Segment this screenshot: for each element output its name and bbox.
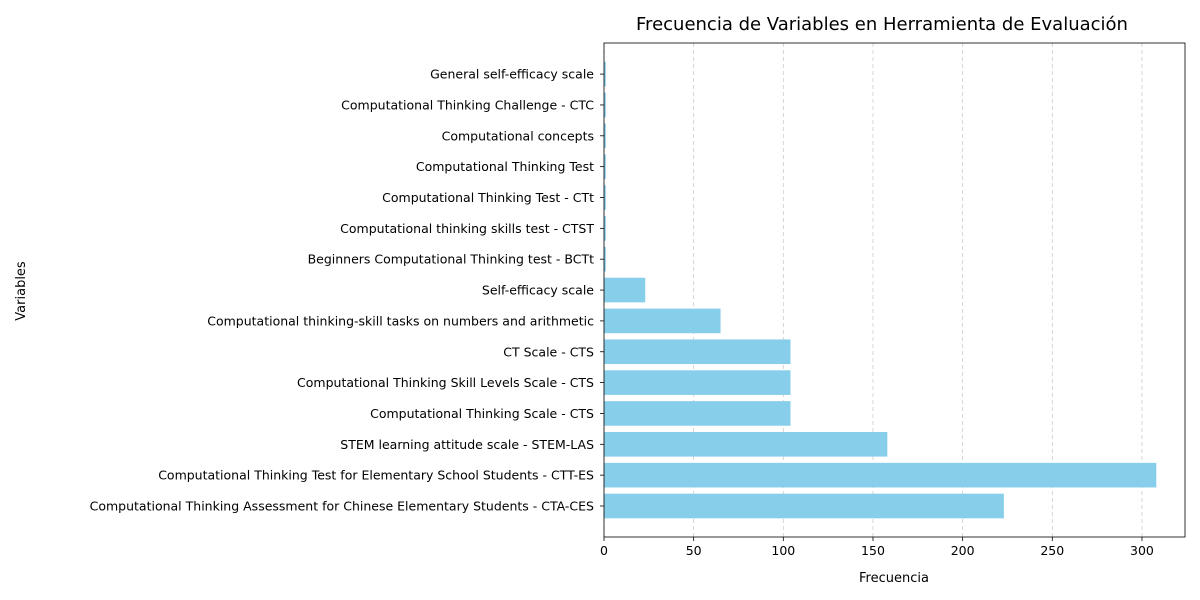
y-tick-label-1: Computational Thinking Test for Elementa… <box>158 468 594 483</box>
y-tick-label-9: Computational thinking skills test - CTS… <box>340 221 594 236</box>
bar-0 <box>604 493 1004 519</box>
x-axis-title: Frecuencia <box>859 571 929 586</box>
bar-1 <box>604 462 1157 488</box>
bar-4 <box>604 370 791 395</box>
x-tick-label-4: 200 <box>951 543 975 558</box>
bar-9 <box>604 216 606 241</box>
y-tick-label-14: General self-efficacy scale <box>430 67 594 82</box>
y-tick-label-6: Computational thinking-skill tasks on nu… <box>207 313 594 328</box>
bar-8 <box>604 246 606 272</box>
bar-2 <box>604 432 888 457</box>
bar-14 <box>604 61 606 87</box>
bar-5 <box>604 339 791 365</box>
y-tick-label-13: Computational Thinking Challenge - CTC <box>341 97 594 112</box>
y-tick-label-12: Computational concepts <box>442 128 594 143</box>
y-tick-label-0: Computational Thinking Assessment for Ch… <box>90 499 594 514</box>
y-tick-label-5: CT Scale - CTS <box>503 344 594 359</box>
chart-title: Frecuencia de Variables en Herramienta d… <box>636 14 1128 35</box>
x-tick-label-2: 100 <box>771 543 795 558</box>
bar-3 <box>604 401 791 426</box>
y-tick-label-7: Self-efficacy scale <box>482 283 594 298</box>
x-tick-label-3: 150 <box>861 543 885 558</box>
bars <box>604 61 1157 519</box>
y-tick-label-10: Computational Thinking Test - CTt <box>382 190 594 205</box>
plot-frame <box>603 42 1186 538</box>
x-tick-label-6: 300 <box>1130 543 1154 558</box>
bar-12 <box>604 123 606 149</box>
bar-6 <box>604 308 721 334</box>
y-axis-title: Variables <box>14 261 29 321</box>
bar-11 <box>604 154 606 179</box>
bar-10 <box>604 185 606 210</box>
x-tick-label-1: 50 <box>686 543 702 558</box>
axes: Computational Thinking Assessment for Ch… <box>90 42 1186 558</box>
y-tick-label-3: Computational Thinking Scale - CTS <box>370 406 594 421</box>
y-tick-label-11: Computational Thinking Test <box>416 159 594 174</box>
y-tick-label-2: STEM learning attitude scale - STEM-LAS <box>340 437 594 452</box>
y-tick-label-8: Beginners Computational Thinking test - … <box>308 252 595 267</box>
bar-7 <box>604 277 646 303</box>
x-tick-label-5: 250 <box>1040 543 1064 558</box>
bar-13 <box>604 92 606 118</box>
x-tick-label-0: 0 <box>600 543 608 558</box>
y-tick-label-4: Computational Thinking Skill Levels Scal… <box>297 375 594 390</box>
